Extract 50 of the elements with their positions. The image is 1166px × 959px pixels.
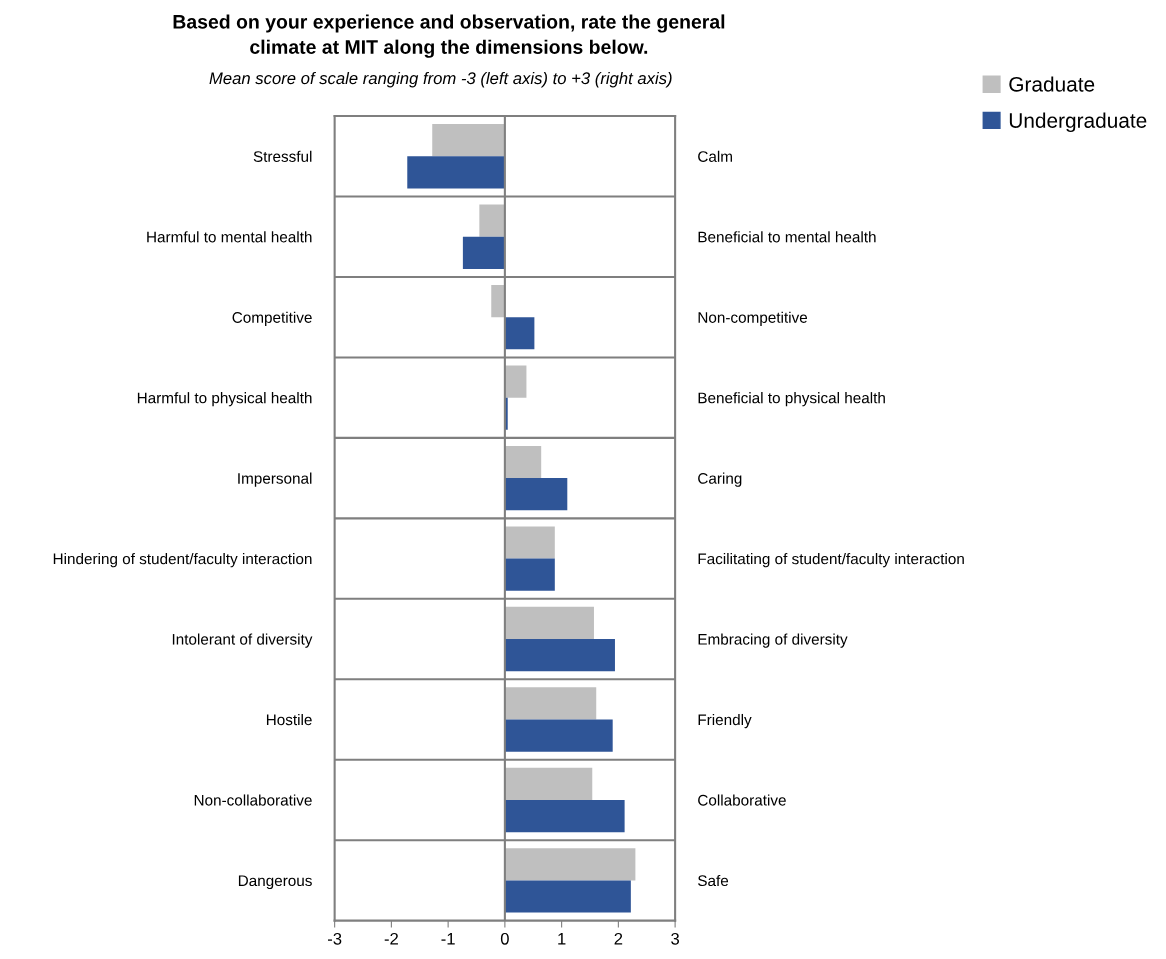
chart-title: Based on your experience and observation, rate the general climate at MIT along the dimensions below. [173,14,725,58]
bar [462,236,505,269]
y-tick-label: Dangerous [238,875,312,890]
bar [504,799,625,833]
chart-subtitle: Mean score of scale ranging from -3 (left axis) to +3 (right axis) [209,71,672,88]
bar [504,478,568,511]
x-tick-label: -2 [384,932,398,945]
y-tick-label: Impersonal [238,472,312,487]
x-tick-label: 2 [614,932,623,945]
y2-tick-label: Embracing of diversity [698,633,848,648]
bar [504,526,555,559]
y-tick-label: Hindering of student/faculty interaction [53,553,312,568]
legend-label: Graduate [1009,76,1095,92]
x-tick-label: 1 [558,933,566,945]
bar [504,558,555,591]
y2-tick-label: Calm [698,150,732,162]
y-tick-label: Stressful [253,150,312,162]
bar [432,124,505,157]
x-tick-label: 3 [671,932,680,945]
y2-tick-label: Safe [698,874,729,887]
bar [504,767,593,800]
y-tick-label: Harmful to mental health [147,231,312,243]
bar [504,317,535,350]
legend-label: Undergraduate [1009,112,1147,133]
bar [504,687,597,720]
bar [504,606,594,640]
y2-tick-label: Collaborative [698,794,786,806]
bar [491,285,505,318]
y-tick-label: Harmful to physical health [137,392,312,407]
x-tick-label: -3 [327,932,342,945]
bar [504,880,631,913]
bar [504,848,636,881]
x-tick-label: 0 [500,932,509,945]
y2-tick-label: Facilitating of student/faculty interaction [698,553,964,568]
y-tick-label: Intolerant of diversity [172,633,313,648]
bar [504,639,615,672]
x-tick-label: -1 [441,933,455,945]
y-tick-label: Competitive [232,311,312,326]
y2-tick-label: Beneficial to physical health [698,392,885,407]
bar [407,156,505,189]
y2-tick-label: Non-competitive [698,311,808,326]
y-tick-label: Non-collaborative [194,794,312,806]
y2-tick-label: Beneficial to mental health [698,231,876,243]
y2-tick-label: Caring [698,472,742,487]
bar [504,365,527,398]
y-tick-label: Hostile [266,713,312,726]
y2-tick-label: Friendly [698,713,752,729]
bar [504,445,542,479]
bar [504,719,613,752]
bar [479,204,505,237]
